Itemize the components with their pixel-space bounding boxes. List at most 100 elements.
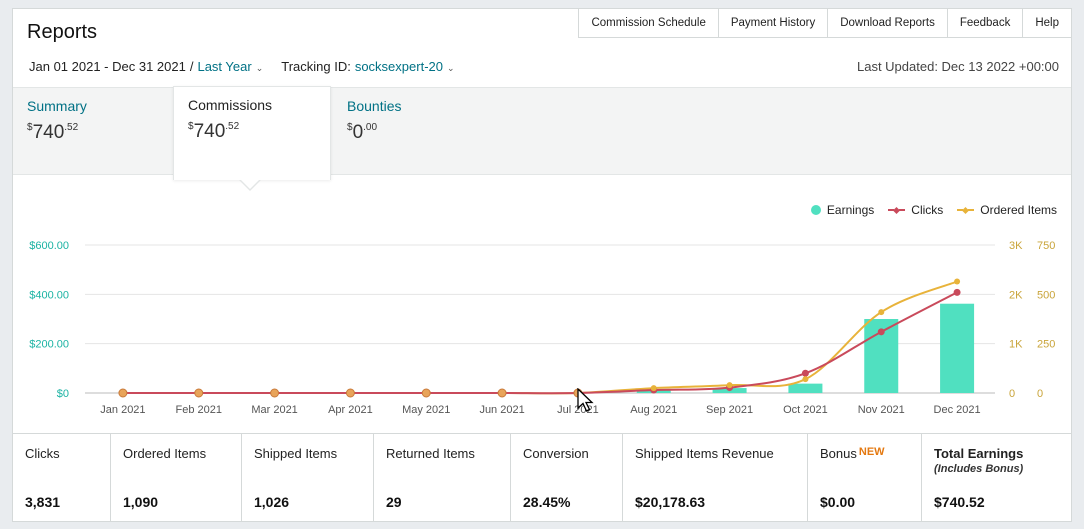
tab-summary-amount: $740.52	[27, 122, 159, 144]
stat-value: 28.45%	[523, 494, 571, 510]
period-label: Last Year	[197, 59, 252, 74]
ordered-items-point	[421, 388, 431, 398]
summary-tabs-bar: Summary $740.52 Commissions $740.52 Boun…	[13, 86, 1071, 180]
stat-total-earnings: Total Earnings (Includes Bonus) $740.52	[922, 434, 1071, 522]
tracking-id-value: socksexpert-20	[354, 59, 443, 74]
ordered-items-point	[650, 385, 657, 392]
legend-clicks-label: Clicks	[911, 203, 944, 217]
tracking-id-dropdown[interactable]: socksexpert-20 ⌄	[355, 59, 455, 74]
ordered-items-point	[194, 388, 204, 398]
stat-value: 3,831	[25, 494, 61, 510]
y-right-ordered-tick-label: 0	[1037, 388, 1043, 400]
top-nav: Commission Schedule Payment History Down…	[578, 8, 1072, 38]
stat-label: Conversion	[523, 446, 589, 461]
stat-label: Bonus NEW	[820, 446, 909, 461]
commission-schedule-button[interactable]: Commission Schedule	[578, 8, 719, 38]
earnings-chart: Earnings Clicks Ordered Items $0 $200.00 $…	[13, 189, 1071, 427]
x-tick-label: Apr 2021	[328, 404, 373, 416]
legend-clicks[interactable]: Clicks	[888, 203, 943, 217]
x-tick-label: Jan 2021	[100, 404, 145, 416]
x-tick-label: Jun 2021	[479, 404, 524, 416]
y-left-tick-label: $0	[57, 388, 69, 400]
payment-history-button[interactable]: Payment History	[718, 8, 829, 38]
tab-commissions-label: Commissions	[188, 97, 273, 113]
currency-symbol: $	[188, 121, 194, 132]
stat-clicks: Clicks 3,831	[13, 434, 111, 522]
x-tick-label: Nov 2021	[858, 404, 905, 416]
x-tick-label: Sep 2021	[706, 404, 753, 416]
ordered-items-line	[122, 280, 958, 395]
ordered-items-point	[118, 388, 128, 398]
amount-whole: 740	[32, 122, 65, 143]
page-title: Reports	[27, 21, 98, 43]
x-tick-label: Dec 2021	[934, 404, 981, 416]
stat-shipped-items: Shipped Items 1,026	[242, 434, 374, 522]
chart-legend: Earnings Clicks Ordered Items	[810, 203, 1057, 217]
amount-cents: .00	[363, 122, 378, 133]
legend-earnings[interactable]: Earnings	[810, 203, 874, 217]
x-tick-label: May 2021	[402, 404, 450, 416]
new-badge: NEW	[858, 446, 885, 458]
ordered-marker-icon	[957, 206, 975, 214]
stat-value: $740.52	[934, 494, 985, 510]
reports-panel: Reports Commission Schedule Payment Hist…	[12, 8, 1072, 522]
x-tick-label: Oct 2021	[783, 404, 828, 416]
ordered-items-point	[878, 309, 885, 316]
tab-summary-label: Summary	[27, 98, 87, 114]
stat-conversion: Conversion 28.45%	[511, 434, 623, 522]
clicks-line	[122, 291, 958, 395]
stat-value: 29	[386, 494, 402, 510]
y-right-ordered-tick-label: 750	[1037, 240, 1055, 252]
currency-symbol: $	[347, 122, 353, 133]
amount-whole: 740	[193, 121, 226, 142]
stat-label: Clicks	[25, 446, 60, 461]
tab-summary[interactable]: Summary $740.52	[13, 88, 173, 176]
ordered-items-point	[345, 388, 355, 398]
period-dropdown[interactable]: Last Year ⌄	[197, 59, 263, 74]
tab-bounties-amount: $0.00	[347, 122, 479, 144]
stat-label: Shipped Items Revenue	[635, 446, 774, 461]
stat-label: Shipped Items	[254, 446, 338, 461]
clicks-marker-icon	[888, 206, 906, 214]
legend-ordered-label: Ordered Items	[980, 203, 1057, 217]
ordered-items-point	[954, 278, 961, 285]
y-right-clicks-tick-label: 2K	[1009, 289, 1023, 301]
currency-symbol: $	[27, 122, 33, 133]
stat-value: $20,178.63	[635, 494, 706, 510]
chevron-down-icon: ⌄	[446, 63, 455, 73]
earnings-bar	[788, 383, 823, 393]
filter-bar: Jan 01 2021 - Dec 31 2021 / Last Year ⌄ T…	[29, 59, 455, 74]
ordered-items-point	[497, 388, 507, 398]
earnings-dot-icon	[810, 205, 821, 215]
stat-label: Ordered Items	[123, 446, 207, 461]
date-separator: /	[189, 59, 194, 74]
chevron-down-icon: ⌄	[255, 63, 264, 73]
ordered-items-point	[726, 382, 733, 389]
bonus-label: Bonus	[820, 446, 857, 461]
mouse-cursor-icon	[577, 388, 594, 412]
legend-ordered-items[interactable]: Ordered Items	[957, 203, 1057, 217]
date-range-text: Jan 01 2021 - Dec 31 2021	[29, 59, 186, 74]
stat-value: 1,090	[123, 494, 159, 510]
stat-shipped-revenue: Shipped Items Revenue $20,178.63	[623, 434, 808, 522]
ordered-items-point	[270, 388, 280, 398]
clicks-point	[953, 288, 961, 296]
tab-bounties[interactable]: Bounties $0.00	[333, 88, 493, 176]
feedback-button[interactable]: Feedback	[947, 8, 1024, 38]
amount-whole: 0	[352, 122, 364, 143]
stat-value: $0.00	[820, 494, 856, 510]
stat-value: 1,026	[254, 494, 290, 510]
tracking-id-label: Tracking ID:	[281, 59, 351, 74]
chart-svg: $0 $200.00 $400.00 $600.00 0 1K 2K 3K 0 250 500 750…	[29, 240, 1055, 416]
download-reports-button[interactable]: Download Reports	[828, 8, 948, 38]
stat-label: Total Earnings	[934, 446, 1024, 461]
help-button[interactable]: Help	[1023, 8, 1072, 38]
tab-bounties-label: Bounties	[347, 98, 402, 114]
y-right-clicks-tick-label: 0	[1009, 388, 1015, 400]
x-tick-label: Feb 2021	[176, 404, 222, 416]
stat-label: Returned Items	[386, 446, 475, 461]
tab-commissions[interactable]: Commissions $740.52	[173, 86, 331, 180]
y-right-ordered-tick-label: 250	[1037, 339, 1055, 351]
x-tick-label: Aug 2021	[630, 404, 677, 416]
stat-bonus: Bonus NEW $0.00	[808, 434, 922, 522]
